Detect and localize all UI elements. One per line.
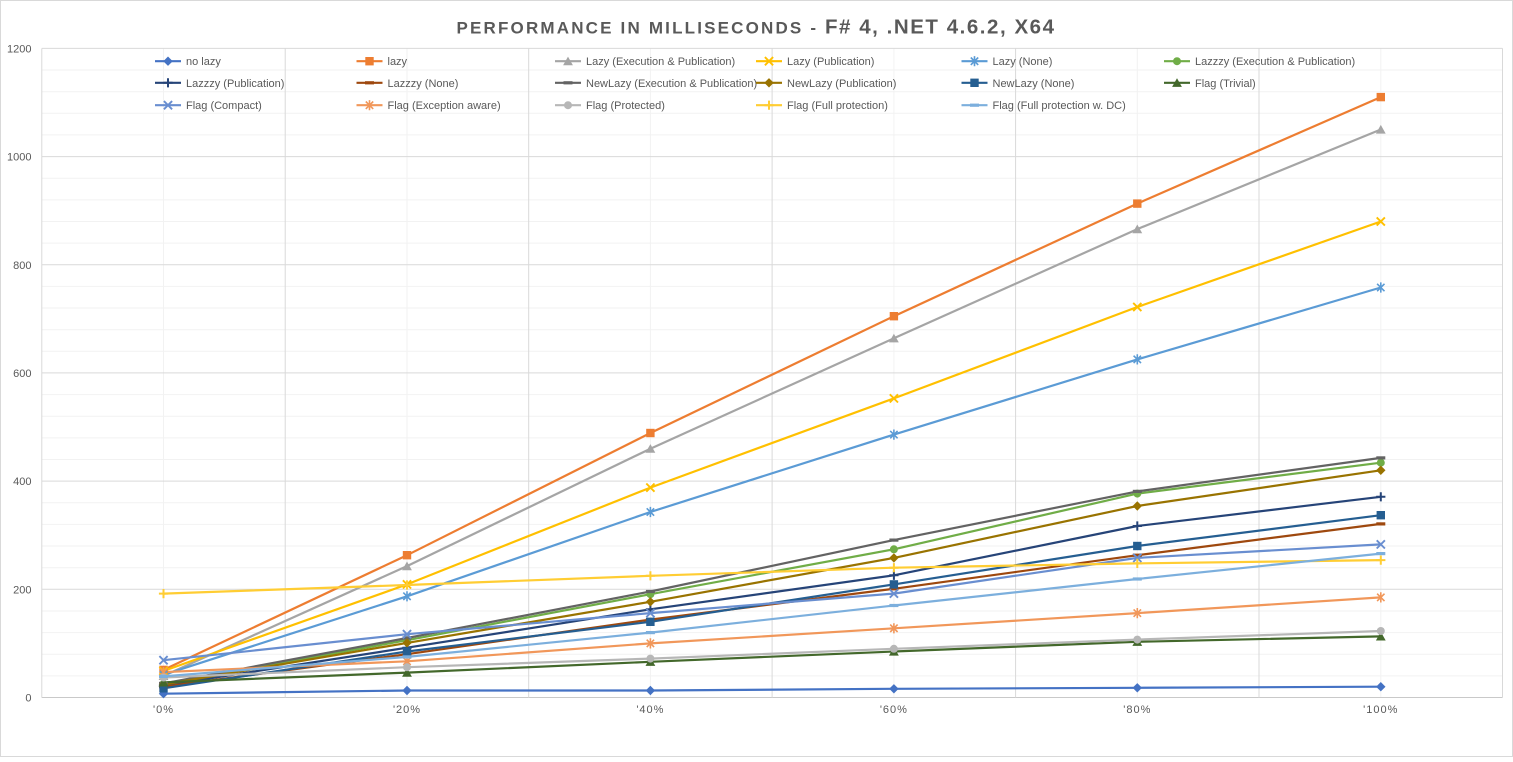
- svg-text:800: 800: [13, 260, 31, 272]
- svg-text:Lazy (Publication): Lazy (Publication): [787, 56, 874, 68]
- svg-text:'40%: '40%: [636, 704, 664, 716]
- svg-text:'0%: '0%: [153, 704, 174, 716]
- svg-text:600: 600: [13, 368, 31, 380]
- svg-text:lazy: lazy: [388, 56, 408, 68]
- svg-text:Lazy (Execution & Publication): Lazy (Execution & Publication): [586, 56, 735, 68]
- svg-text:NewLazy (Execution & Publicati: NewLazy (Execution & Publication): [586, 78, 757, 90]
- svg-text:'60%: '60%: [880, 704, 908, 716]
- svg-text:NewLazy (Publication): NewLazy (Publication): [787, 78, 896, 90]
- svg-text:PERFORMANCE IN MILLISECONDS -: PERFORMANCE IN MILLISECONDS -: [457, 19, 817, 38]
- svg-text:'20%: '20%: [393, 704, 421, 716]
- svg-text:NewLazy (None): NewLazy (None): [993, 78, 1075, 90]
- svg-text:1000: 1000: [7, 152, 31, 164]
- svg-text:0: 0: [25, 693, 31, 705]
- svg-text:Flag (Trivial): Flag (Trivial): [1195, 78, 1256, 90]
- svg-text:Flag (Full protection): Flag (Full protection): [787, 100, 888, 112]
- svg-text:F# 4, .NET 4.6.2, X64: F# 4, .NET 4.6.2, X64: [825, 16, 1055, 39]
- svg-text:Lazzzy (Publication): Lazzzy (Publication): [186, 78, 284, 90]
- svg-text:200: 200: [13, 584, 31, 596]
- svg-text:'100%: '100%: [1363, 704, 1398, 716]
- svg-text:Lazy (None): Lazy (None): [993, 56, 1053, 68]
- svg-text:no lazy: no lazy: [186, 56, 221, 68]
- svg-text:Flag (Exception aware): Flag (Exception aware): [388, 100, 501, 112]
- svg-text:Flag (Full protection w. DC): Flag (Full protection w. DC): [993, 100, 1126, 112]
- svg-text:'80%: '80%: [1123, 704, 1151, 716]
- svg-text:Flag (Compact): Flag (Compact): [186, 100, 262, 112]
- svg-text:400: 400: [13, 476, 31, 488]
- svg-text:1200: 1200: [7, 43, 31, 55]
- svg-text:Flag (Protected): Flag (Protected): [586, 100, 665, 112]
- svg-text:Lazzzy (Execution & Publicatio: Lazzzy (Execution & Publication): [1195, 56, 1355, 68]
- svg-text:Lazzzy (None): Lazzzy (None): [388, 78, 459, 90]
